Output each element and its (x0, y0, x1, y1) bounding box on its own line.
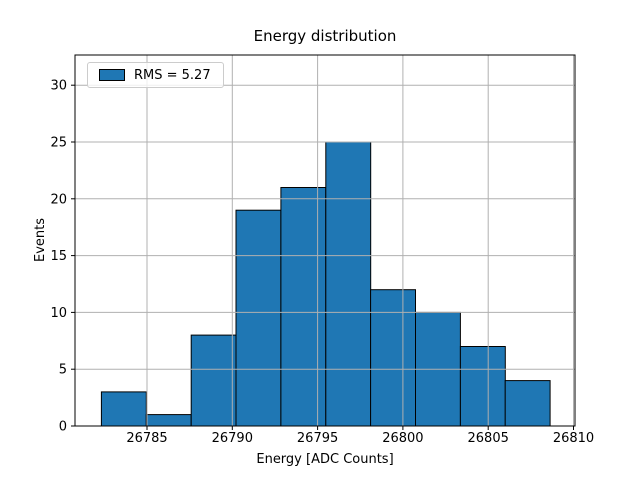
histogram-bar (100, 391, 147, 427)
y-tick-label: 25 (50, 136, 67, 151)
x-axis-label: Energy [ADC Counts] (256, 452, 394, 467)
legend-label: RMS = 5.27 (134, 67, 211, 83)
legend-color-patch (99, 69, 125, 81)
x-tick-label: 26800 (382, 431, 423, 446)
histogram-bar (325, 141, 372, 427)
x-tick-label: 26785 (126, 431, 167, 446)
histogram-bar (504, 380, 551, 427)
x-tick-label: 26795 (297, 431, 338, 446)
y-axis-label: Events (33, 218, 48, 263)
legend: RMS = 5.27 (87, 62, 224, 88)
y-tick-label: 5 (59, 363, 67, 378)
y-tick-label: 30 (50, 79, 67, 94)
histogram-bar (235, 209, 282, 427)
y-tick-label: 20 (50, 192, 67, 207)
x-tick-label: 26790 (212, 431, 253, 446)
histogram-bar (280, 187, 327, 427)
y-tick-label: 15 (50, 249, 67, 264)
x-tick-label: 26805 (468, 431, 509, 446)
x-tick-label: 26810 (553, 431, 594, 446)
histogram-bar (190, 334, 237, 427)
histogram-bar (370, 289, 417, 427)
chart-title: Energy distribution (253, 27, 397, 45)
histogram-bar (145, 414, 192, 427)
histogram-bar (459, 346, 506, 427)
y-tick-label: 10 (50, 306, 67, 321)
y-tick-label: 0 (59, 420, 67, 435)
plot-border (74, 54, 576, 427)
